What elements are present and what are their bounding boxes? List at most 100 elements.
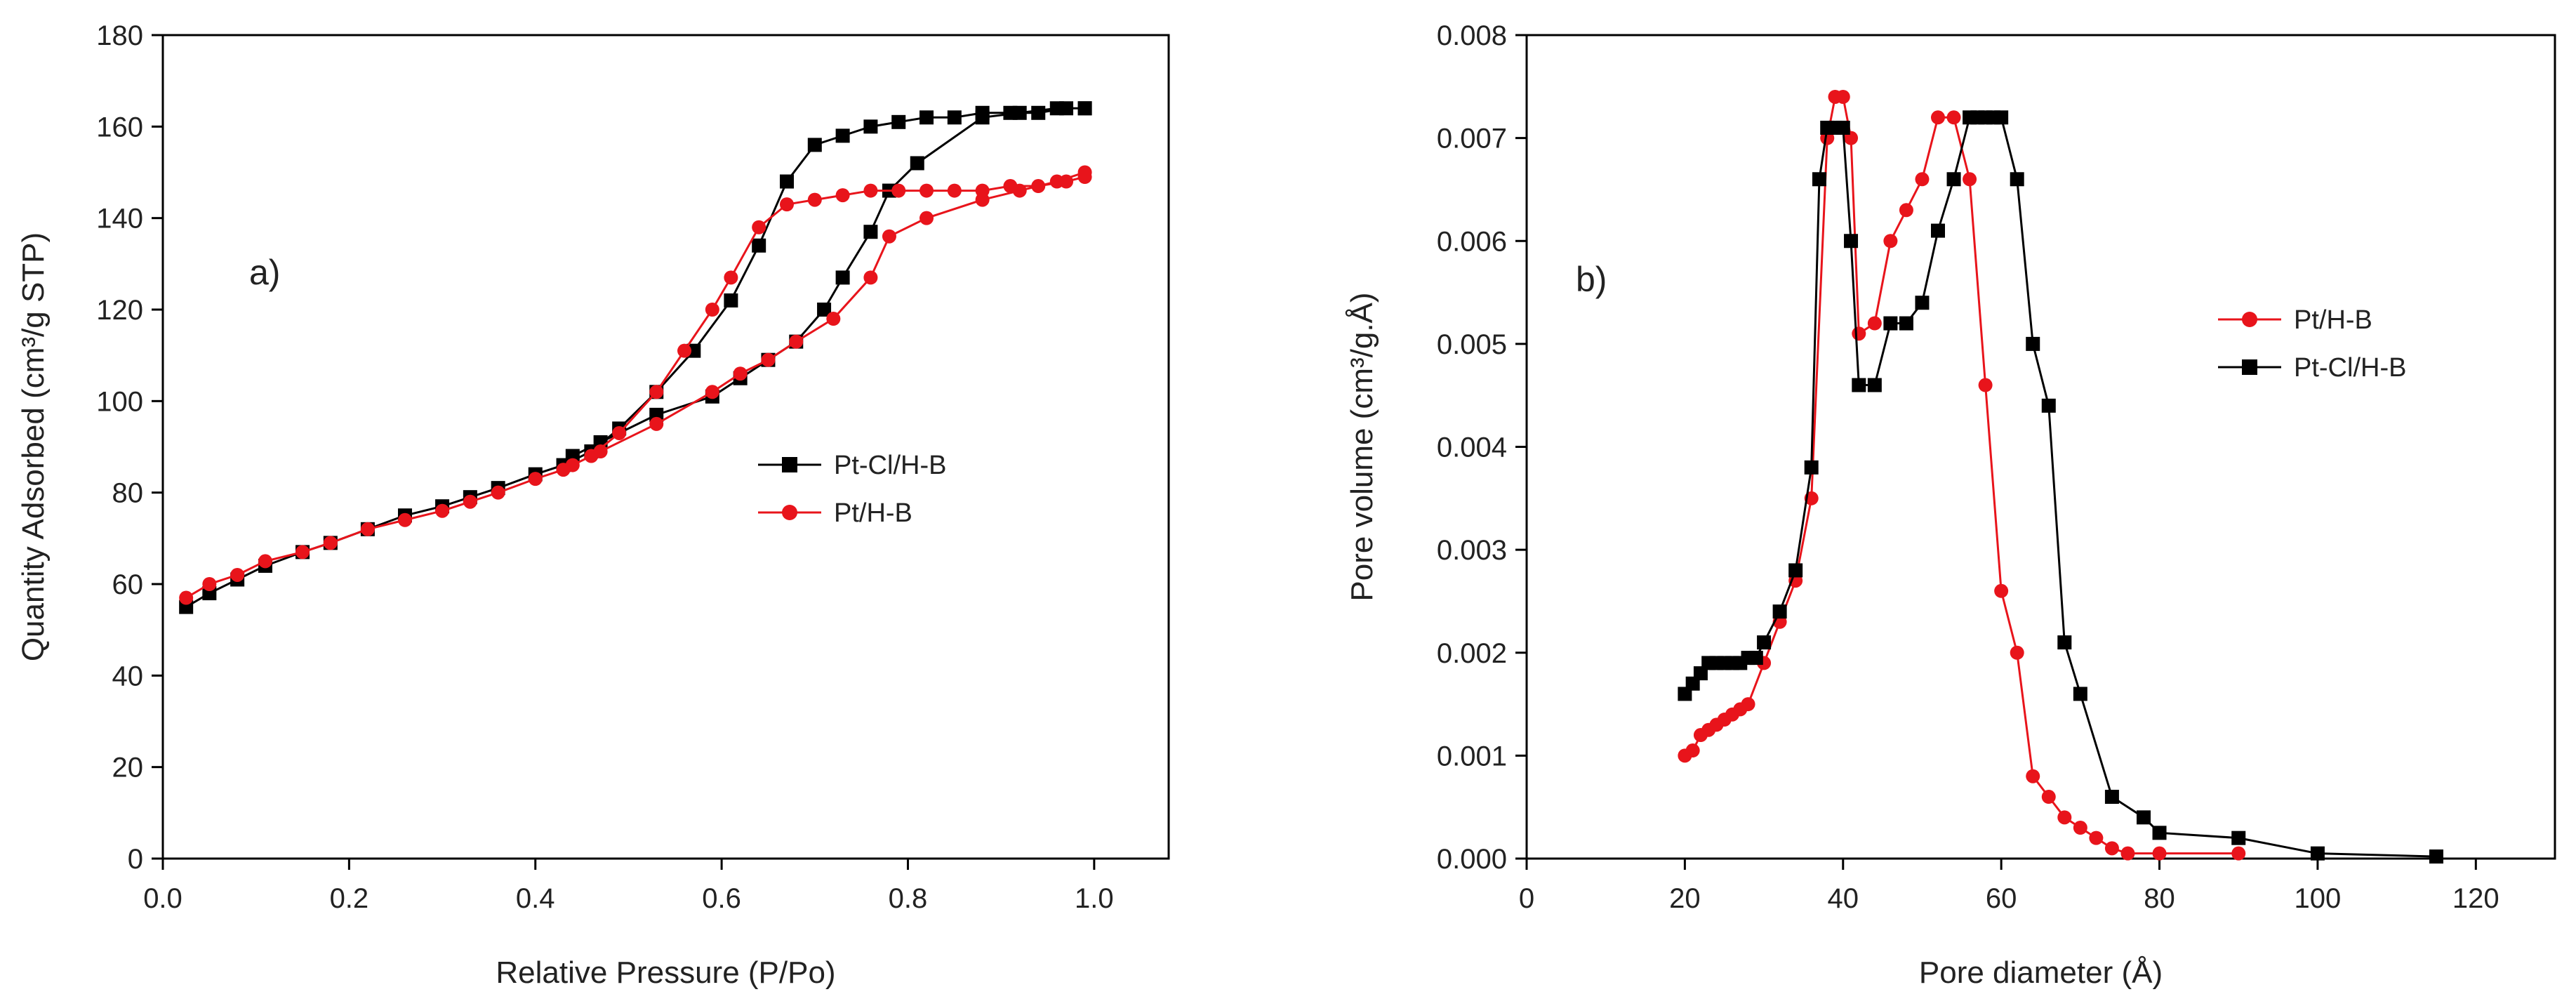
panel-b-y-axis-label: Pore volume (cm³/g.Å)	[1345, 292, 1379, 601]
panel-b-x-tick-label: 40	[1828, 883, 1859, 914]
data-point-pt-h-b	[1741, 697, 1755, 712]
data-point-pt-h-b	[705, 303, 719, 317]
data-point-pt-cl-h-b	[2026, 336, 2040, 351]
panel-a-y-tick-label: 140	[96, 204, 143, 234]
data-point-pt-h-b	[733, 366, 748, 381]
data-point-pt-h-b	[649, 385, 664, 399]
data-point-pt-h-b	[1852, 326, 1866, 341]
panel-b-legend-label-pt: Pt/H-B	[2294, 305, 2372, 335]
legend-marker-pt-cl-h-b	[2242, 359, 2257, 375]
data-point-pt-h-b	[2231, 846, 2246, 861]
data-point-pt-cl-h-b	[1835, 120, 1850, 135]
data-point-pt-cl-h-b	[807, 138, 822, 152]
data-point-pt-cl-h-b	[724, 293, 738, 307]
series-line-pt-h-b	[185, 171, 1087, 599]
series-line-pt-h-b	[1684, 95, 2239, 855]
panel-a-plot-frame	[161, 34, 1170, 860]
panel-b-y-tick-label: 0.001	[1437, 741, 1507, 772]
series-line-pt-cl-h-b	[185, 107, 1085, 608]
data-point-pt-cl-h-b	[1931, 223, 1945, 238]
data-point-pt-h-b	[2073, 821, 2087, 835]
data-point-pt-h-b	[258, 554, 272, 569]
data-point-pt-h-b	[296, 545, 310, 560]
panel-b-x-tick-label: 100	[2295, 883, 2342, 914]
data-point-pt-h-b	[230, 567, 245, 582]
data-point-pt-h-b	[789, 334, 804, 349]
panel-a-x-tick-label: 0.0	[143, 883, 182, 914]
data-point-pt-h-b	[1978, 378, 1993, 392]
data-point-pt-cl-h-b	[975, 110, 990, 125]
data-point-pt-h-b	[565, 458, 580, 472]
data-point-pt-cl-h-b	[1804, 460, 1819, 475]
panel-a-y-axis-label: Quantity Adsorbed (cm³/g STP)	[16, 232, 51, 661]
panel-a-series	[179, 101, 1092, 614]
data-point-pt-h-b	[1077, 165, 1092, 180]
data-point-pt-cl-h-b	[1883, 316, 1898, 331]
data-point-pt-h-b	[649, 416, 664, 431]
data-point-pt-h-b	[705, 385, 719, 399]
data-point-pt-cl-h-b	[1012, 105, 1027, 120]
data-point-pt-cl-h-b	[910, 156, 924, 171]
data-point-pt-h-b	[2120, 846, 2135, 861]
panel-a-y-tick-label: 60	[112, 569, 144, 600]
data-point-pt-h-b	[947, 183, 962, 198]
series-line-pt-cl-h-b	[1684, 116, 2437, 858]
data-point-pt-cl-h-b	[2310, 846, 2325, 861]
data-point-pt-h-b	[1994, 583, 2009, 598]
panel-b-y-tick-label: 0.000	[1437, 844, 1507, 875]
data-point-pt-cl-h-b	[2152, 826, 2167, 840]
panel-b-legend: Pt/H-B Pt-Cl/H-B	[2218, 305, 2406, 383]
panel-a-x-tick-label: 0.8	[889, 883, 928, 914]
panel-a-x-tick-label: 0.4	[516, 883, 555, 914]
panel-b-series	[1678, 89, 2443, 864]
data-point-pt-h-b	[1899, 203, 1913, 218]
panel-b-label: b)	[1576, 260, 1607, 299]
data-point-pt-h-b	[1835, 89, 1850, 104]
data-point-pt-h-b	[863, 183, 878, 198]
data-point-pt-h-b	[463, 494, 477, 509]
panel-a-y-tick-label: 0	[128, 844, 143, 875]
legend-marker-pt-h-b	[2242, 312, 2257, 327]
panel-b-x-tick-label: 120	[2452, 883, 2499, 914]
panel-a-label: a)	[249, 253, 280, 292]
data-point-pt-cl-h-b	[2137, 810, 2151, 825]
data-point-pt-cl-h-b	[1772, 604, 1787, 619]
data-point-pt-h-b	[826, 312, 841, 326]
panel-a-x-axis-label: Relative Pressure (P/Po)	[496, 955, 835, 990]
data-point-pt-cl-h-b	[2231, 830, 2246, 845]
legend-marker-pt-h-b	[782, 505, 797, 520]
panel-b-x-tick-label: 60	[1986, 883, 2017, 914]
data-point-pt-h-b	[863, 270, 878, 285]
panel-b-pore-distribution-chart: 0 20 40 60 80 100 120 0.000 0.001 0.002 0.003 0.004…	[1345, 20, 2556, 990]
data-point-pt-cl-h-b	[1899, 316, 1913, 331]
panel-b-y-tick-label: 0.002	[1437, 638, 1507, 669]
data-point-pt-h-b	[752, 220, 766, 234]
data-point-pt-cl-h-b	[1077, 101, 1092, 116]
data-point-pt-h-b	[882, 229, 896, 244]
data-point-pt-h-b	[2026, 769, 2040, 783]
data-point-pt-cl-h-b	[2073, 687, 2087, 701]
data-point-pt-cl-h-b	[919, 110, 934, 125]
data-point-pt-h-b	[835, 188, 850, 203]
data-point-pt-cl-h-b	[863, 225, 878, 239]
panel-b-legend-label-pt-cl: Pt-Cl/H-B	[2294, 353, 2406, 383]
panel-b-y-tick-label: 0.006	[1437, 226, 1507, 257]
data-point-pt-h-b	[2089, 830, 2104, 845]
data-point-pt-h-b	[1946, 110, 1961, 125]
data-point-pt-h-b	[360, 522, 375, 536]
data-point-pt-cl-h-b	[1788, 563, 1803, 578]
panel-a-axis-ticks: 0.0 0.2 0.4 0.6 0.8 1.0 0 20 40 60 80 100 120 140 160 1…	[96, 20, 1113, 914]
data-point-pt-cl-h-b	[1748, 651, 1763, 666]
panel-a-y-tick-label: 160	[96, 112, 143, 143]
data-point-pt-cl-h-b	[1031, 105, 1046, 120]
data-point-pt-cl-h-b	[1852, 378, 1866, 392]
data-point-pt-h-b	[397, 512, 412, 527]
panel-b-y-tick-label: 0.004	[1437, 432, 1507, 463]
data-point-pt-cl-h-b	[817, 303, 832, 317]
data-point-pt-h-b	[612, 425, 627, 440]
data-point-pt-h-b	[2010, 645, 2024, 660]
panel-b-axis-ticks: 0 20 40 60 80 100 120 0.000 0.001 0.002 0.003 0.004…	[1437, 20, 2499, 914]
panel-a-legend-label-pt: Pt/H-B	[834, 498, 912, 528]
panel-a-legend: Pt-Cl/H-B Pt/H-B	[758, 451, 946, 528]
